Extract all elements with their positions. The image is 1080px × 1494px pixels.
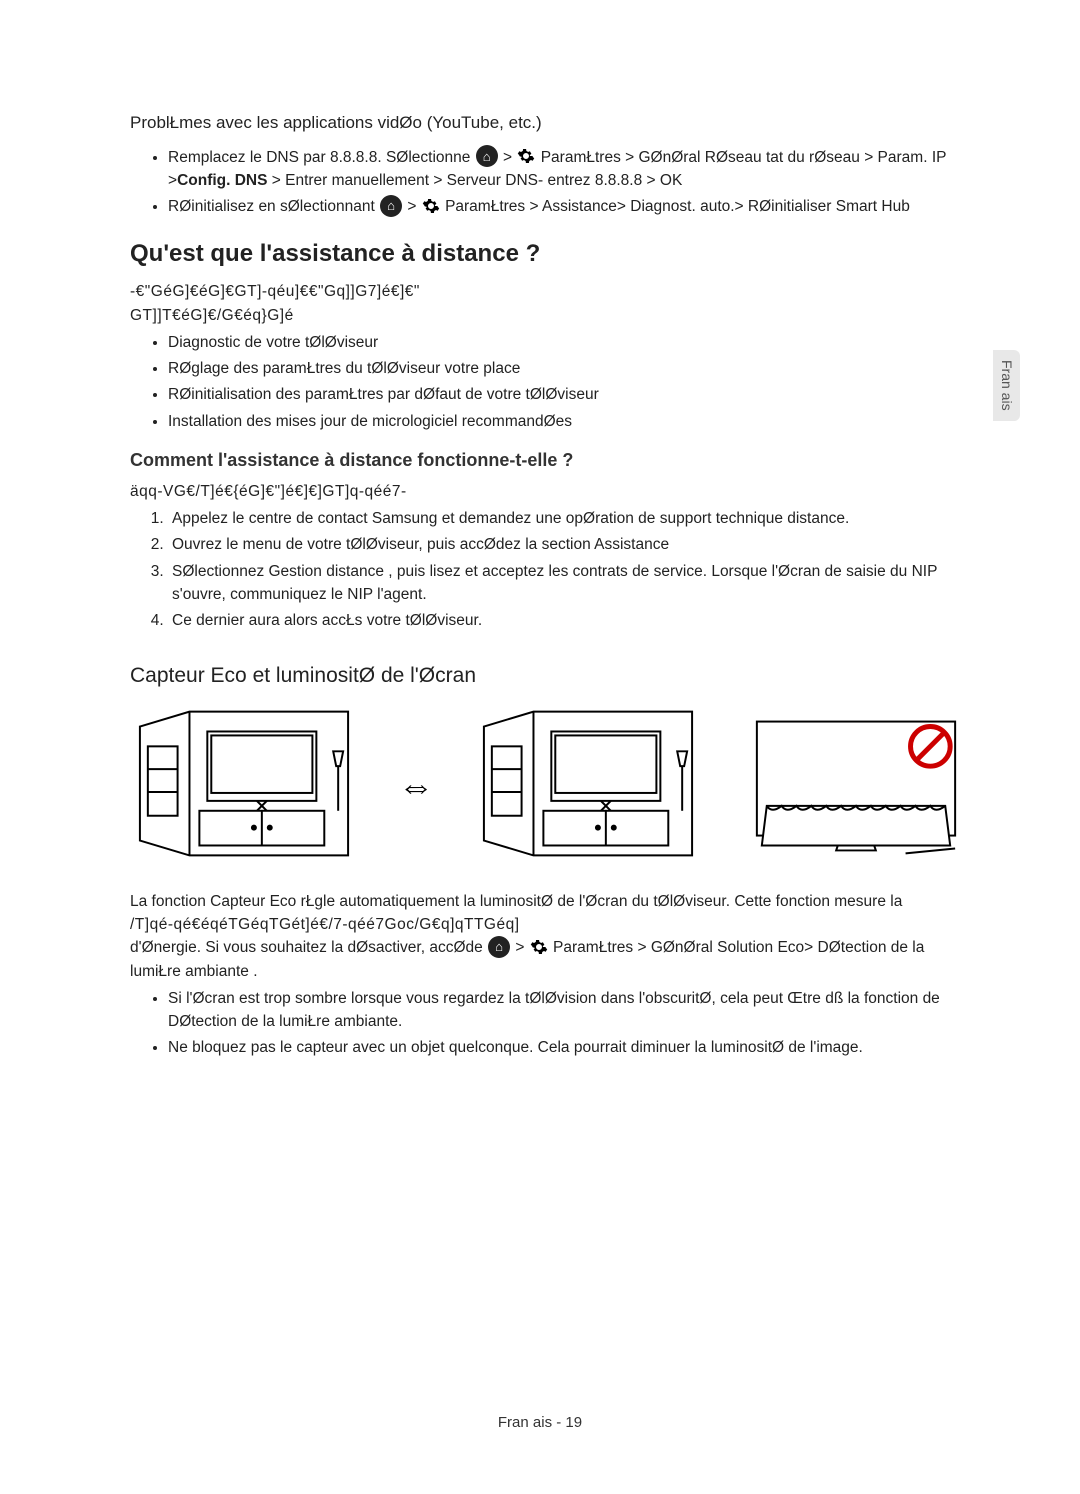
eco-figures: ⇔ [130,706,970,866]
list-item: SØlectionnez Gestion distance , puis lis… [168,560,970,607]
text: RØinitialisez en sØlectionnant [168,198,379,215]
remote-title: Qu'est que l'assistance à distance ? [130,236,970,272]
text: > Entrer manuellement > Serveur DNS- ent… [267,172,682,189]
bold-text: Config. DNS [177,172,267,189]
list-item: RØglage des paramŁtres du tØlØviseur vot… [168,357,970,380]
eco-figure-right [742,706,970,866]
list-item: Installation des mises jour de micrologi… [168,410,970,433]
problems-title: ProblŁmes avec les applications vidØo (Y… [130,110,970,136]
list-item: Appelez le centre de contact Samsung et … [168,507,970,530]
eco-figure-left [130,706,358,866]
home-icon: ⌂ [380,195,402,217]
eco-title: Capteur Eco et luminositØ de l'Øcran [130,660,970,692]
garbled-text: /T]qé-qé€éqéTGéqTGét]é€/7-qéé7Goc/G€q]qT… [130,916,520,933]
list-item: Ouvrez le menu de votre tØlØviseur, puis… [168,533,970,556]
remote-bullets: Diagnostic de votre tØlØviseur RØglage d… [130,331,970,433]
remote-how-title: Comment l'assistance à distance fonction… [130,447,970,474]
list-item: Ce dernier aura alors accŁs votre tØlØvi… [168,609,970,632]
gear-icon [530,938,548,956]
page-footer: Fran ais - 19 [0,1412,1080,1435]
list-item: Ne bloquez pas le capteur avec un objet … [168,1036,970,1059]
gear-icon [517,147,535,165]
garbled-text: GT]]T€éG]€/G€éq}G]é [130,304,970,327]
gear-icon [422,197,440,215]
double-arrow-icon: ⇔ [398,759,434,813]
garbled-text: -€"GéG]€éG]€GT]-qéu]€€"Gq]]G7]é€]€" [130,280,970,303]
home-icon: ⌂ [488,936,510,958]
text: Remplacez le DNS par 8.8.8.8. SØlectionn… [168,149,475,166]
text: ParamŁtres > Assistance> Diagnost. auto.… [445,198,910,215]
garbled-text: äqq-VG€/T]é€{éG]€"]é€]€]GT]q-qéé7- [130,480,970,503]
list-item: RØinitialisation des paramŁtres par dØfa… [168,383,970,406]
eco-paragraph: La fonction Capteur Eco rŁgle automatiqu… [130,890,970,983]
language-tab: Fran ais [993,350,1020,421]
list-item: Remplacez le DNS par 8.8.8.8. SØlectionn… [168,146,970,193]
home-icon: ⌂ [476,145,498,167]
eco-figure-middle [474,706,702,866]
list-item: RØinitialisez en sØlectionnant ⌂ > Param… [168,195,970,218]
list-item: Si l'Øcran est trop sombre lorsque vous … [168,987,970,1034]
problems-list: Remplacez le DNS par 8.8.8.8. SØlectionn… [130,146,970,219]
remote-steps: Appelez le centre de contact Samsung et … [130,507,970,632]
list-item: Diagnostic de votre tØlØviseur [168,331,970,354]
text: La fonction Capteur Eco rŁgle automatiqu… [130,893,902,910]
text: d'Ønergie. Si vous souhaitez la dØsactiv… [130,939,487,956]
eco-bullets: Si l'Øcran est trop sombre lorsque vous … [130,987,970,1060]
